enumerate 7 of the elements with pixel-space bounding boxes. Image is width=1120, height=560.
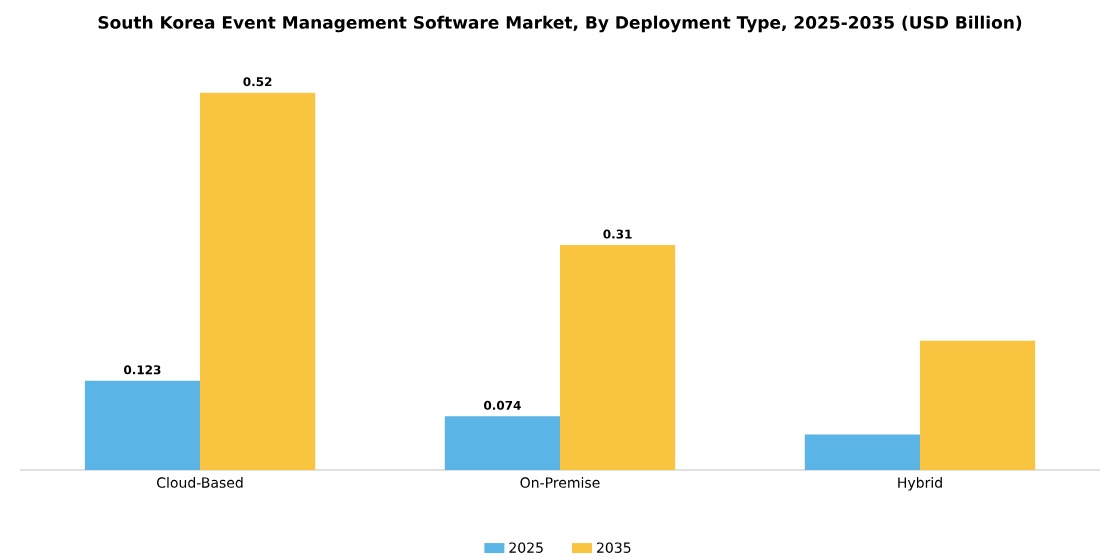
bar xyxy=(560,245,676,470)
bar xyxy=(804,434,920,470)
bar xyxy=(444,416,560,470)
bar xyxy=(200,92,316,470)
chart-title: South Korea Event Management Software Market, By Deployment Type, 2025-2035 (USD Billion) xyxy=(98,15,1022,33)
bar xyxy=(919,340,1036,470)
bar xyxy=(84,380,201,470)
